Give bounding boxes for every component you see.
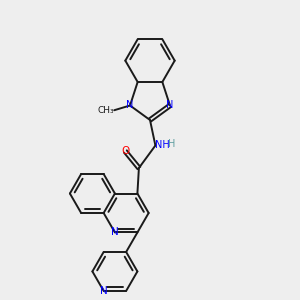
Text: H: H xyxy=(168,139,175,149)
Text: O: O xyxy=(121,146,130,157)
Text: N: N xyxy=(111,227,119,238)
Text: N: N xyxy=(126,100,134,110)
Text: N: N xyxy=(100,286,107,296)
Text: CH₃: CH₃ xyxy=(98,106,114,115)
Text: N: N xyxy=(166,100,174,110)
Text: NH: NH xyxy=(155,140,170,151)
